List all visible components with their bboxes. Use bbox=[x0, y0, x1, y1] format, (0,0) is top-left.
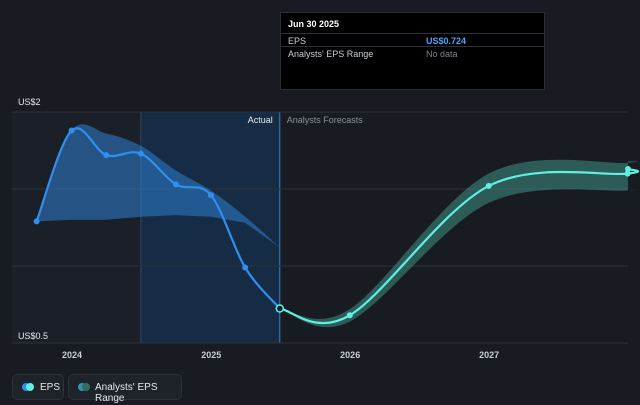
legend-eps-label: EPS bbox=[40, 382, 61, 393]
tooltip-row-eps: EPS US$0.724 bbox=[281, 33, 544, 47]
x-tick-2024: 2024 bbox=[62, 350, 82, 360]
legend-eps-dot-b bbox=[26, 383, 34, 391]
eps-forecast-line bbox=[279, 167, 640, 325]
y-axis-top-label: US$2 bbox=[18, 97, 41, 107]
x-tick-2027: 2027 bbox=[479, 350, 499, 360]
x-tick-2025: 2025 bbox=[201, 350, 221, 360]
tooltip-eps-label: EPS bbox=[288, 36, 307, 46]
tooltip: Jun 30 2025 EPS US$0.724 Analysts' EPS R… bbox=[280, 12, 545, 90]
eps-actual-point-5 bbox=[207, 192, 214, 199]
actual-range-band bbox=[36, 124, 280, 248]
tooltip-eps-value: US$0.724 bbox=[426, 36, 467, 46]
x-tick-2026: 2026 bbox=[340, 350, 360, 360]
legend-range-label: Analysts' EPS Range bbox=[95, 382, 158, 404]
tooltip-range-label: Analysts' EPS Range bbox=[288, 49, 374, 59]
tooltip-range-value: No data bbox=[426, 49, 458, 59]
tooltip-date: Jun 30 2025 bbox=[288, 19, 340, 29]
eps-actual-point-3 bbox=[137, 150, 144, 157]
eps-marker-point bbox=[275, 304, 285, 313]
eps-forecast-point-2 bbox=[624, 170, 631, 177]
eps-actual-point-6 bbox=[242, 264, 249, 271]
eps-actual-point-4 bbox=[172, 181, 179, 188]
forecast-range-band bbox=[279, 159, 639, 328]
legend-range[interactable]: Analysts' EPS Range bbox=[68, 374, 182, 404]
eps-forecast-point-3 bbox=[625, 165, 631, 172]
eps-actual-point-1 bbox=[68, 127, 75, 134]
legend-eps[interactable]: EPS bbox=[12, 374, 64, 400]
eps-actual-point-2 bbox=[103, 152, 110, 159]
y-axis-bottom-label: US$0.5 bbox=[18, 331, 48, 341]
legend-range-dot-b bbox=[82, 383, 90, 391]
tooltip-row-range: Analysts' EPS Range No data bbox=[281, 46, 544, 60]
eps-forecast-point-1 bbox=[485, 182, 492, 189]
eps-forecast-point-0 bbox=[346, 312, 353, 319]
forecast-label: Analysts Forecasts bbox=[287, 115, 364, 125]
highlight-region bbox=[140, 112, 280, 343]
eps-actual-point-0 bbox=[33, 218, 40, 225]
actual-label: Actual bbox=[248, 115, 273, 125]
